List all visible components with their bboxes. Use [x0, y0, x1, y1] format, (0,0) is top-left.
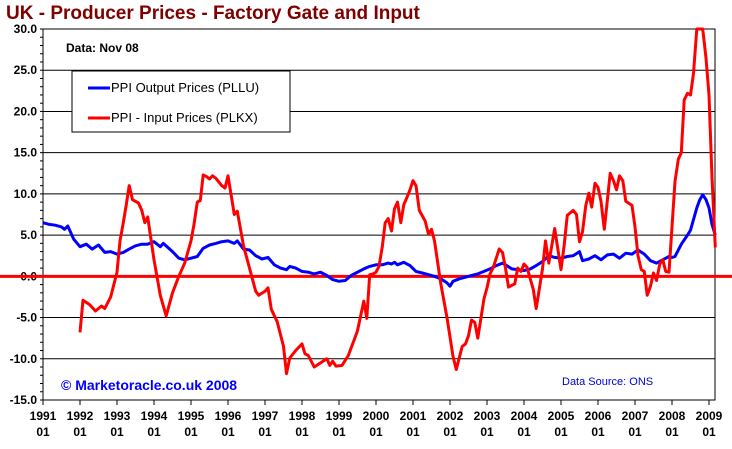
x-tick-label-month: 01: [295, 425, 309, 439]
x-tick-label-month: 01: [591, 425, 605, 439]
y-tick-label: -5.0: [16, 311, 37, 325]
x-tick-label-year: 1997: [252, 409, 279, 423]
x-tick-label-year: 2006: [585, 409, 612, 423]
x-tick-label-year: 2001: [400, 409, 427, 423]
x-tick-label-month: 01: [73, 425, 87, 439]
y-tick-label: 10.0: [14, 187, 38, 201]
legend-label-input: PPI - Input Prices (PLKX): [111, 110, 258, 125]
x-tick-label-year: 1993: [104, 409, 131, 423]
x-tick-label-month: 01: [406, 425, 420, 439]
x-tick-label-year: 1998: [289, 409, 316, 423]
series-line-input-prices: [78, 27, 717, 376]
x-tick-label-month: 01: [36, 425, 50, 439]
y-tick-label: 5.0: [20, 228, 37, 242]
x-tick-label-month: 01: [480, 425, 494, 439]
legend-box: [71, 70, 291, 133]
x-tick-label-month: 01: [702, 425, 716, 439]
x-tick-label-month: 01: [147, 425, 161, 439]
y-tick-label: -15.0: [10, 393, 38, 407]
y-tick-label: 25.0: [14, 63, 38, 77]
x-tick-label-year: 1991: [30, 409, 57, 423]
x-tick-label-month: 01: [369, 425, 383, 439]
y-tick-label: -10.0: [10, 352, 38, 366]
legend: PPI Output Prices (PLLU) PPI - Input Pri…: [71, 70, 291, 133]
y-axis: 30.025.020.015.010.05.00.0-5.0-10.0-15.0: [10, 22, 44, 407]
x-tick-label-year: 1995: [178, 409, 205, 423]
x-tick-label-month: 01: [628, 425, 642, 439]
x-tick-label-year: 1992: [67, 409, 94, 423]
x-tick-label-year: 1996: [215, 409, 242, 423]
y-tick-label: 15.0: [14, 146, 38, 160]
x-tick-label-month: 01: [221, 425, 235, 439]
x-tick-label-year: 2008: [659, 409, 686, 423]
x-tick-label-year: 1994: [141, 409, 168, 423]
data-source-label: Data Source: ONS: [562, 376, 653, 388]
legend-label-output: PPI Output Prices (PLLU): [111, 80, 259, 95]
gridlines: [43, 28, 715, 360]
x-tick-label-month: 01: [443, 425, 457, 439]
y-tick-label: 20.0: [14, 104, 38, 118]
x-axis: 1991 01 1992 01 1993 01 1994 01 1995 01 1996 01 1997…: [30, 400, 723, 439]
x-tick-label-month: 01: [517, 425, 531, 439]
chart-title: UK - Producer Prices - Factory Gate and …: [6, 3, 421, 24]
series-line-output-prices: [42, 193, 717, 288]
y-tick-label: 30.0: [14, 22, 38, 36]
x-tick-label-year: 2009: [696, 409, 723, 423]
x-tick-label-year: 1999: [326, 409, 353, 423]
x-tick-label-year: 2005: [548, 409, 575, 423]
x-tick-label-month: 01: [665, 425, 679, 439]
x-tick-label-year: 2000: [363, 409, 390, 423]
x-tick-label-year: 2007: [622, 409, 649, 423]
series-lines: [42, 27, 717, 376]
x-tick-label-month: 01: [554, 425, 568, 439]
x-tick-label-month: 01: [258, 425, 272, 439]
x-tick-label-month: 01: [110, 425, 124, 439]
x-tick-label-month: 01: [184, 425, 198, 439]
x-tick-label-month: 01: [332, 425, 346, 439]
x-tick-label-year: 2004: [511, 409, 538, 423]
x-tick-label-year: 2003: [474, 409, 501, 423]
data-date-annotation: Data: Nov 08: [66, 41, 139, 55]
x-tick-label-year: 2002: [437, 409, 464, 423]
copyright-notice: © Marketoracle.co.uk 2008: [61, 377, 237, 393]
